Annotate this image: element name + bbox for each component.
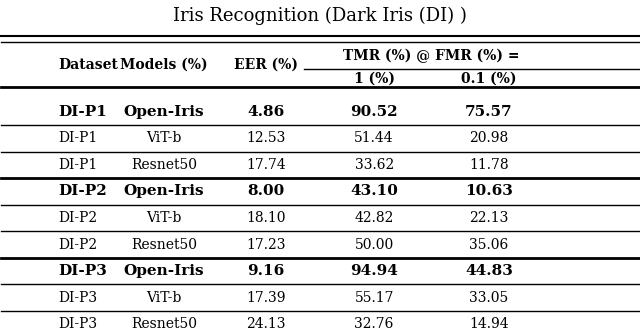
Text: 17.39: 17.39 [246,291,285,305]
Text: 35.06: 35.06 [469,237,509,251]
Text: 32.76: 32.76 [355,317,394,331]
Text: ViT-b: ViT-b [146,211,182,225]
Text: DI-P2: DI-P2 [59,237,98,251]
Text: Resnet50: Resnet50 [131,317,197,331]
Text: 14.94: 14.94 [469,317,509,331]
Text: 20.98: 20.98 [469,131,509,145]
Text: Iris Recognition (Dark Iris (DI) ): Iris Recognition (Dark Iris (DI) ) [173,7,467,25]
Text: 17.74: 17.74 [246,158,285,172]
Text: Open-Iris: Open-Iris [124,264,204,278]
Text: 43.10: 43.10 [350,184,398,198]
Text: DI-P1: DI-P1 [59,131,98,145]
Text: 9.16: 9.16 [247,264,284,278]
Text: 4.86: 4.86 [247,105,284,119]
Text: 1 (%): 1 (%) [354,71,395,85]
Text: 33.05: 33.05 [469,291,509,305]
Text: 8.00: 8.00 [247,184,284,198]
Text: DI-P1: DI-P1 [59,158,98,172]
Text: Open-Iris: Open-Iris [124,184,204,198]
Text: TMR (%) @ FMR (%) =: TMR (%) @ FMR (%) = [343,49,520,63]
Text: 12.53: 12.53 [246,131,285,145]
Text: ViT-b: ViT-b [146,131,182,145]
Text: 24.13: 24.13 [246,317,285,331]
Text: 51.44: 51.44 [355,131,394,145]
Text: Resnet50: Resnet50 [131,237,197,251]
Text: 75.57: 75.57 [465,105,513,119]
Text: 94.94: 94.94 [350,264,398,278]
Text: Resnet50: Resnet50 [131,158,197,172]
Text: DI-P2: DI-P2 [59,211,98,225]
Text: 22.13: 22.13 [469,211,509,225]
Text: 10.63: 10.63 [465,184,513,198]
Text: 44.83: 44.83 [465,264,513,278]
Text: Models (%): Models (%) [120,58,208,72]
Text: 0.1 (%): 0.1 (%) [461,71,516,85]
Text: DI-P3: DI-P3 [59,291,98,305]
Text: 18.10: 18.10 [246,211,285,225]
Text: DI-P3: DI-P3 [59,317,98,331]
Text: 33.62: 33.62 [355,158,394,172]
Text: ViT-b: ViT-b [146,291,182,305]
Text: DI-P3: DI-P3 [59,264,108,278]
Text: DI-P2: DI-P2 [59,184,108,198]
Text: 17.23: 17.23 [246,237,285,251]
Text: 90.52: 90.52 [350,105,398,119]
Text: 55.17: 55.17 [355,291,394,305]
Text: Open-Iris: Open-Iris [124,105,204,119]
Text: DI-P1: DI-P1 [59,105,108,119]
Text: 50.00: 50.00 [355,237,394,251]
Text: 42.82: 42.82 [355,211,394,225]
Text: 11.78: 11.78 [469,158,509,172]
Text: Dataset: Dataset [59,58,118,72]
Text: EER (%): EER (%) [234,58,298,72]
